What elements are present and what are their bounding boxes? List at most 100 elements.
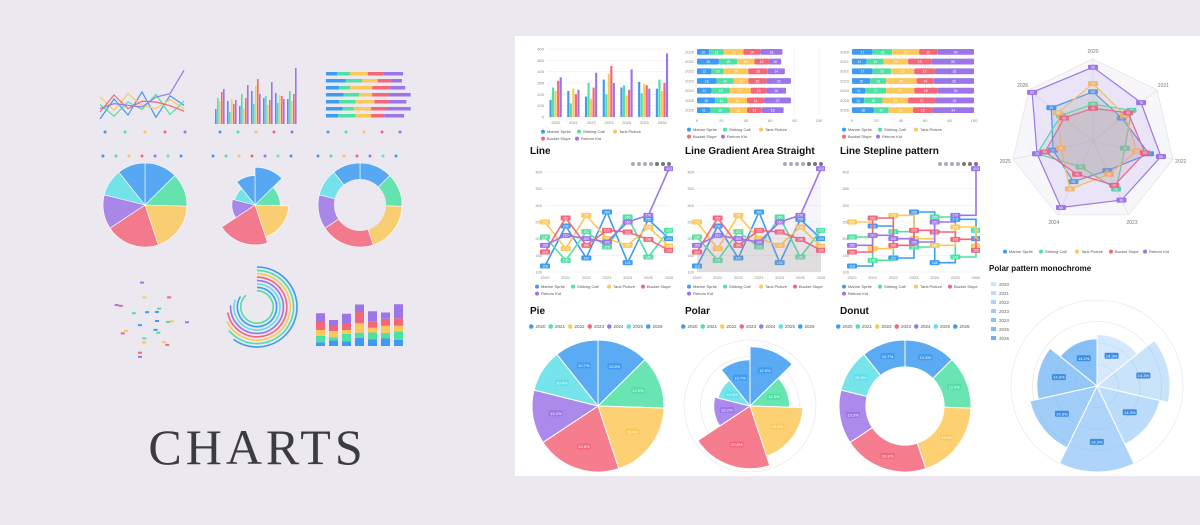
data-label: 19 (901, 70, 905, 74)
data-label: 145 (797, 255, 803, 259)
data-label-box (867, 215, 878, 221)
data-label: 200 (604, 237, 610, 241)
area-fill (697, 217, 821, 272)
mini-radial-bar-thumbnail (226, 266, 298, 348)
bar-segment (697, 87, 712, 94)
x-tick-label: 60 (923, 118, 928, 123)
bar-segment (934, 97, 974, 104)
data-label-box (847, 242, 857, 248)
data-label-box (853, 374, 868, 381)
toolbar-icon (795, 162, 799, 166)
mini-legend-dot (344, 130, 348, 134)
data-label-box (1027, 89, 1038, 95)
data-label: 17 (923, 70, 927, 74)
data-label-box (733, 242, 744, 248)
data-label: 32 (953, 70, 957, 74)
data-label: 175 (756, 245, 762, 249)
mini-bar (281, 96, 283, 124)
legend-label: 2021 (555, 324, 566, 329)
data-label-box (929, 242, 940, 248)
data-label: 250 (932, 220, 938, 224)
data-label: 20.8% (578, 444, 590, 449)
toolbar-icon (655, 162, 659, 166)
bar-segment (767, 68, 785, 75)
bar (638, 81, 641, 117)
bar-segment (729, 87, 751, 94)
bar (622, 85, 626, 117)
bar-segment (931, 58, 974, 65)
legend-marker (681, 324, 686, 329)
data-label: 175 (604, 245, 610, 249)
mini-bar-segment (355, 100, 375, 104)
data-label-box (630, 387, 645, 394)
mini-legend-dot (236, 130, 240, 134)
legend-label: 2024 (614, 324, 625, 329)
mini-stack-segment (368, 339, 377, 346)
y-tick-label: 600 (537, 47, 544, 52)
mini-radial-arc (233, 266, 298, 348)
bar-segment (748, 78, 767, 84)
bar (567, 90, 570, 117)
data-label: 11 (857, 89, 861, 93)
mini-point (157, 307, 162, 310)
mini-bar (293, 94, 295, 124)
toolbar-icon (807, 162, 811, 166)
x-tick-label: 2022 (889, 275, 899, 280)
data-label-box (576, 443, 591, 450)
y-tick-label: 100 (537, 103, 544, 108)
x-tick-label: 2026 (665, 275, 673, 280)
data-label: 235 (952, 225, 958, 229)
mini-legend-dot (398, 130, 402, 134)
bar-segment (933, 78, 974, 84)
x-tick-label: 100 (971, 118, 978, 123)
slice (556, 339, 599, 408)
mini-bar-segment (374, 100, 389, 104)
data-label-box (712, 232, 723, 238)
bar (595, 72, 598, 117)
data-label-box (1089, 438, 1104, 445)
data-label: 280 (604, 210, 610, 214)
bar-segment (748, 68, 768, 75)
bar (590, 98, 593, 117)
legend-label: 2022 (575, 324, 586, 329)
data-label: 190 (604, 240, 610, 244)
data-label: 225 (666, 229, 672, 233)
data-label: 11 (702, 109, 706, 113)
data-label: 210 (715, 234, 721, 238)
bar (587, 83, 590, 117)
data-label-box (1059, 115, 1070, 121)
data-label-box (1056, 145, 1067, 151)
data-label: 165 (818, 249, 824, 253)
bar (605, 94, 608, 117)
data-label-box (581, 236, 592, 242)
legend-label: 2026 (653, 324, 664, 329)
data-label: 14.3% (1056, 411, 1068, 416)
mini-bar-segment (362, 79, 378, 83)
mini-point (165, 320, 170, 323)
mini-legend-dot (153, 154, 157, 158)
bar (557, 80, 560, 117)
bar (569, 103, 572, 117)
legend-marker (687, 291, 691, 296)
data-label-box (867, 232, 878, 238)
data-label-box (540, 242, 550, 248)
data-label: 85 (1159, 155, 1163, 159)
mini-stack-segment (316, 313, 325, 322)
bar (574, 94, 577, 117)
legend-marker (991, 300, 996, 304)
y-tick-label: 200 (842, 236, 849, 241)
mini-stack-segment (368, 332, 377, 340)
radar-series (1044, 107, 1146, 187)
toolbar-icon (631, 162, 635, 166)
mini-point (162, 341, 167, 344)
data-label: 160 (694, 250, 700, 254)
mini-bar (289, 91, 291, 124)
mini-legend-dot (326, 130, 330, 134)
x-tick-label: 60 (768, 118, 773, 123)
data-label: 21 (893, 99, 897, 103)
legend-label: 2022 (999, 300, 1010, 305)
y-tick-label: 100 (687, 270, 694, 275)
x-tick-label: 2023 (603, 275, 613, 280)
legend-marker (548, 324, 553, 329)
legend-label: Tank Picture (619, 129, 642, 134)
